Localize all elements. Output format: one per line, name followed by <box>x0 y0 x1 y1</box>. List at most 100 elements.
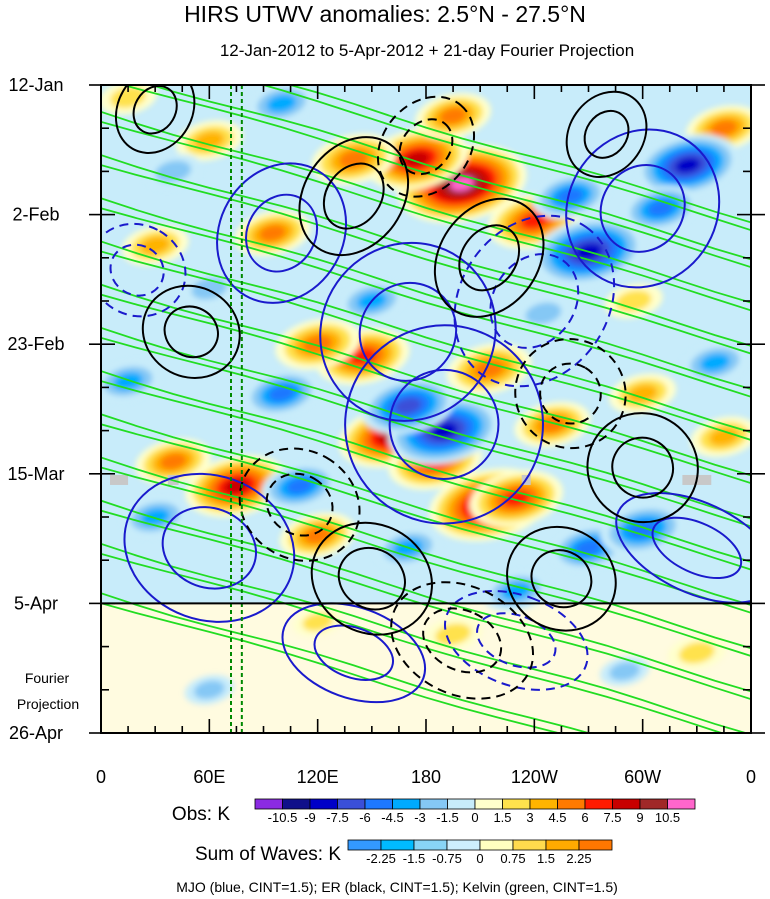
kelvin-contour <box>286 85 751 224</box>
obs-colorbar: Obs: K -10.5 -9 -7.5 -6 -4.5 -3 -1.5 0 1.5 3 4.5 6 7… <box>172 798 696 825</box>
mjo-contours <box>101 128 751 704</box>
waves-colorbar-swatch <box>347 839 382 851</box>
y-tick-label: 5-Apr <box>14 593 58 613</box>
kelvin-contour <box>101 543 749 733</box>
x-tick-label: 180 <box>411 767 441 787</box>
obs-colorbar-swatch <box>612 798 641 810</box>
anomaly-blob <box>710 120 738 137</box>
obs-colorbar-tick-label: -3 <box>414 810 426 825</box>
kelvin-contour <box>101 602 562 733</box>
waves-colorbar-tick-label: 0.75 <box>500 851 525 866</box>
obs-colorbar-swatch <box>419 798 448 810</box>
anomaly-blob <box>647 200 674 217</box>
y-tick-label: 2-Feb <box>12 205 59 225</box>
er-contour <box>114 85 196 154</box>
anomaly-blob <box>194 680 225 699</box>
obs-colorbar-tick-label: -1.5 <box>436 810 458 825</box>
obs-colorbar-swatch <box>364 798 393 810</box>
anomaly-blob <box>627 384 658 403</box>
er-contour <box>322 162 385 230</box>
waves-colorbar-swatch <box>512 839 547 851</box>
y-tick-label: 15-Mar <box>7 464 64 484</box>
anomaly-blob <box>675 157 701 173</box>
anomaly-blob <box>525 302 562 325</box>
anomaly-blob <box>678 641 715 664</box>
obs-colorbar-swatch <box>337 798 366 810</box>
waves-colorbar-swatch <box>380 839 415 851</box>
er-contour <box>132 85 178 135</box>
anomaly-blob <box>435 623 471 646</box>
obs-colorbar-tick-label: -10.5 <box>268 810 298 825</box>
anomaly-blob <box>140 236 171 255</box>
er-contour <box>376 95 476 198</box>
x-tick-label: 0 <box>746 767 756 787</box>
obs-colorbar-tick-label: 7.5 <box>603 810 621 825</box>
er-contour <box>611 436 675 499</box>
kelvin-contour <box>101 499 751 693</box>
kelvin-contour <box>101 592 592 733</box>
kelvin-contour <box>101 111 751 304</box>
mjo-contour <box>161 506 258 590</box>
y-tick-label: 12-Jan <box>8 75 63 95</box>
mjo-contour <box>599 164 686 253</box>
anomaly-blob <box>266 94 297 113</box>
obs-colorbar-swatch <box>584 798 613 810</box>
kelvin-contour <box>101 197 751 390</box>
er-contour <box>238 447 361 562</box>
er-contour <box>337 546 406 611</box>
obs-colorbar-tick-label: 3 <box>526 810 533 825</box>
waves-colorbar-tick-label: 0 <box>476 851 483 866</box>
obs-colorbar-swatch <box>474 798 503 810</box>
kelvin-contour <box>101 327 751 520</box>
kelvin-contour <box>101 413 751 606</box>
obs-colorbar-tick-label: -9 <box>304 810 316 825</box>
obs-colorbar-swatch <box>392 798 421 810</box>
waves-colorbar-tick-label: 2.25 <box>566 851 591 866</box>
waves-colorbar-tick-label: -0.75 <box>432 851 462 866</box>
obs-colorbar-swatch <box>282 798 311 810</box>
er-contour <box>265 472 334 537</box>
er-contours <box>114 85 699 700</box>
anomaly-blob <box>302 612 333 632</box>
waves-colorbar-tick-label: -1.5 <box>403 851 425 866</box>
projection-label-line1: Fourier <box>25 670 70 686</box>
waves-colorbar-swatch <box>578 839 613 851</box>
kelvin-contour <box>101 164 751 355</box>
kelvin-contour <box>101 293 751 485</box>
mjo-contour <box>565 128 721 289</box>
mjo-contour <box>313 624 394 681</box>
mjo-contour <box>245 193 319 273</box>
anomaly-blob <box>699 353 730 372</box>
missing-patch <box>110 474 129 485</box>
projection-label-line2: Projection <box>17 696 79 712</box>
obs-colorbar-tick-label: 9 <box>636 810 643 825</box>
mjo-contour <box>443 590 589 691</box>
kelvin-contour <box>101 370 751 563</box>
obs-colorbar-tick-label: 4.5 <box>548 810 566 825</box>
er-contour <box>586 412 699 524</box>
er-contour <box>514 338 627 450</box>
er-contour <box>141 284 241 379</box>
anomaly-blob <box>439 107 467 124</box>
mjo-contour <box>388 368 500 480</box>
waves-colorbar-label: Sum of Waves: K <box>195 844 341 865</box>
x-tick-label: 60E <box>193 767 225 787</box>
kelvin-contour <box>101 336 751 528</box>
er-contour <box>458 224 521 292</box>
er-contour <box>163 305 219 359</box>
y-axis: 12-Jan 2-Feb 23-Feb 15-Mar 5-Apr 26-Apr <box>7 75 765 743</box>
footer-legend: MJO (blue, CINT=1.5); ER (black, CINT=1.… <box>176 879 618 895</box>
er-contour <box>298 136 410 257</box>
anomaly-blob <box>609 662 640 681</box>
obs-colorbar-tick-label: 6 <box>581 810 588 825</box>
anomaly-blob <box>110 86 146 109</box>
mjo-contour <box>123 472 296 623</box>
anomaly-blob <box>394 397 422 415</box>
mjo-contour <box>476 612 557 669</box>
obs-colorbar-swatch <box>254 798 283 810</box>
x-tick-label: 60W <box>624 767 661 787</box>
kelvin-contour <box>101 423 751 614</box>
y-tick-label: 23-Feb <box>7 334 64 354</box>
er-contour <box>506 525 617 632</box>
